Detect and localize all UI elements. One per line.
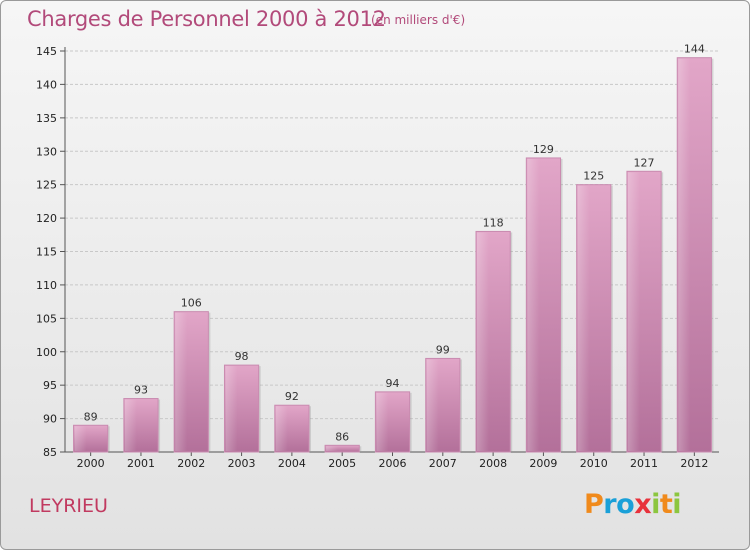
bar-highlight [225,366,238,451]
y-tick-label: 100 [36,346,57,359]
x-tick-label: 2007 [429,457,457,470]
x-tick-label: 2000 [77,457,105,470]
value-label: 92 [285,390,299,403]
bar-highlight [376,392,389,451]
value-label: 106 [181,297,202,310]
value-label: 99 [436,343,450,356]
bar-highlight [527,158,540,451]
y-tick-label: 90 [43,413,57,426]
chart-subtitle: (en milliers d'€) [371,13,466,27]
axis-layer: 85 90 95 100 105 110 115 120 125 130 135 140 145 2000… [36,45,719,470]
y-tick-label: 85 [43,446,57,459]
bar-highlight [175,312,188,451]
bar-highlight [477,232,489,451]
bar-layer [73,57,714,453]
x-tick-label: 2001 [127,457,155,470]
bar-highlight [326,446,339,451]
x-tick-label: 2003 [228,457,256,470]
x-tick-label: 2006 [379,457,407,470]
value-label: 94 [386,377,400,390]
logo-letter: i [651,489,660,520]
value-label: 144 [684,43,705,56]
x-tick-label: 2004 [278,457,306,470]
grid-layer [65,50,719,420]
value-label: 125 [583,170,604,183]
x-tick-label: 2010 [580,457,608,470]
commune-name: LEYRIEU [29,495,108,517]
logo-letter: r [603,489,617,520]
value-label: 127 [634,156,655,169]
y-tick-label: 130 [36,145,57,158]
proxiti-logo: Proxiti [584,489,682,520]
y-tick-label: 110 [36,279,57,292]
chart-title: Charges de Personnel 2000 à 2012 [27,7,386,31]
bar-highlight [678,58,691,451]
label-layer: 89 93 106 98 92 86 94 99 118 129 125 127 144 [84,43,705,444]
y-tick-label: 95 [43,379,57,392]
y-tick-label: 140 [36,78,57,91]
x-tick-label: 2008 [479,457,507,470]
bar-highlight [627,172,640,452]
logo-letter: o [616,489,635,520]
bar-2005 [324,444,360,453]
value-label: 93 [134,384,148,397]
x-tick-label: 2005 [328,457,356,470]
x-tick-label: 2009 [529,457,557,470]
logo-letter: i [672,489,682,520]
value-label: 86 [335,430,349,443]
logo-letter: P [584,489,604,520]
value-label: 118 [483,216,504,229]
bar-highlight [275,406,288,451]
y-tick-label: 105 [36,312,57,325]
value-label: 129 [533,143,554,156]
value-label: 98 [235,350,249,363]
y-tick-label: 135 [36,112,57,125]
bar-highlight [124,399,137,451]
bar-highlight [577,185,590,451]
x-tick-label: 2011 [630,457,658,470]
x-tick-label: 2002 [177,457,205,470]
bar-highlight [74,426,87,451]
y-tick-label: 115 [36,246,57,259]
logo-letter: x [634,489,652,520]
y-tick-label: 125 [36,179,57,192]
bar-highlight [426,359,439,451]
x-tick-label: 2012 [680,457,708,470]
y-tick-label: 145 [36,45,57,58]
y-tick-label: 120 [36,212,57,225]
value-label: 89 [84,410,98,423]
logo-letter: t [659,489,673,520]
